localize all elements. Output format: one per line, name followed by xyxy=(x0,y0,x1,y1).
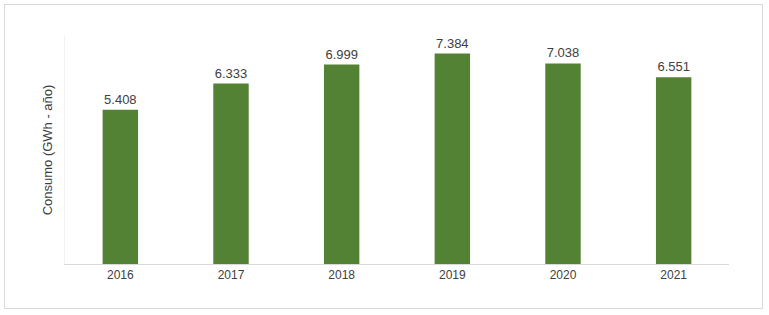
svg-text:2019: 2019 xyxy=(439,268,466,282)
svg-text:2020: 2020 xyxy=(550,268,577,282)
svg-text:7.384: 7.384 xyxy=(436,36,469,51)
svg-text:Consumo (GWh - año): Consumo (GWh - año) xyxy=(40,85,55,216)
svg-text:2017: 2017 xyxy=(218,268,245,282)
svg-text:5.408: 5.408 xyxy=(104,92,137,107)
svg-text:6.999: 6.999 xyxy=(325,47,358,62)
svg-text:7.038: 7.038 xyxy=(547,45,580,60)
svg-text:2018: 2018 xyxy=(328,268,355,282)
svg-text:6.333: 6.333 xyxy=(215,66,248,81)
svg-text:2016: 2016 xyxy=(107,268,134,282)
svg-text:6.551: 6.551 xyxy=(657,59,690,74)
svg-text:2021: 2021 xyxy=(660,268,687,282)
